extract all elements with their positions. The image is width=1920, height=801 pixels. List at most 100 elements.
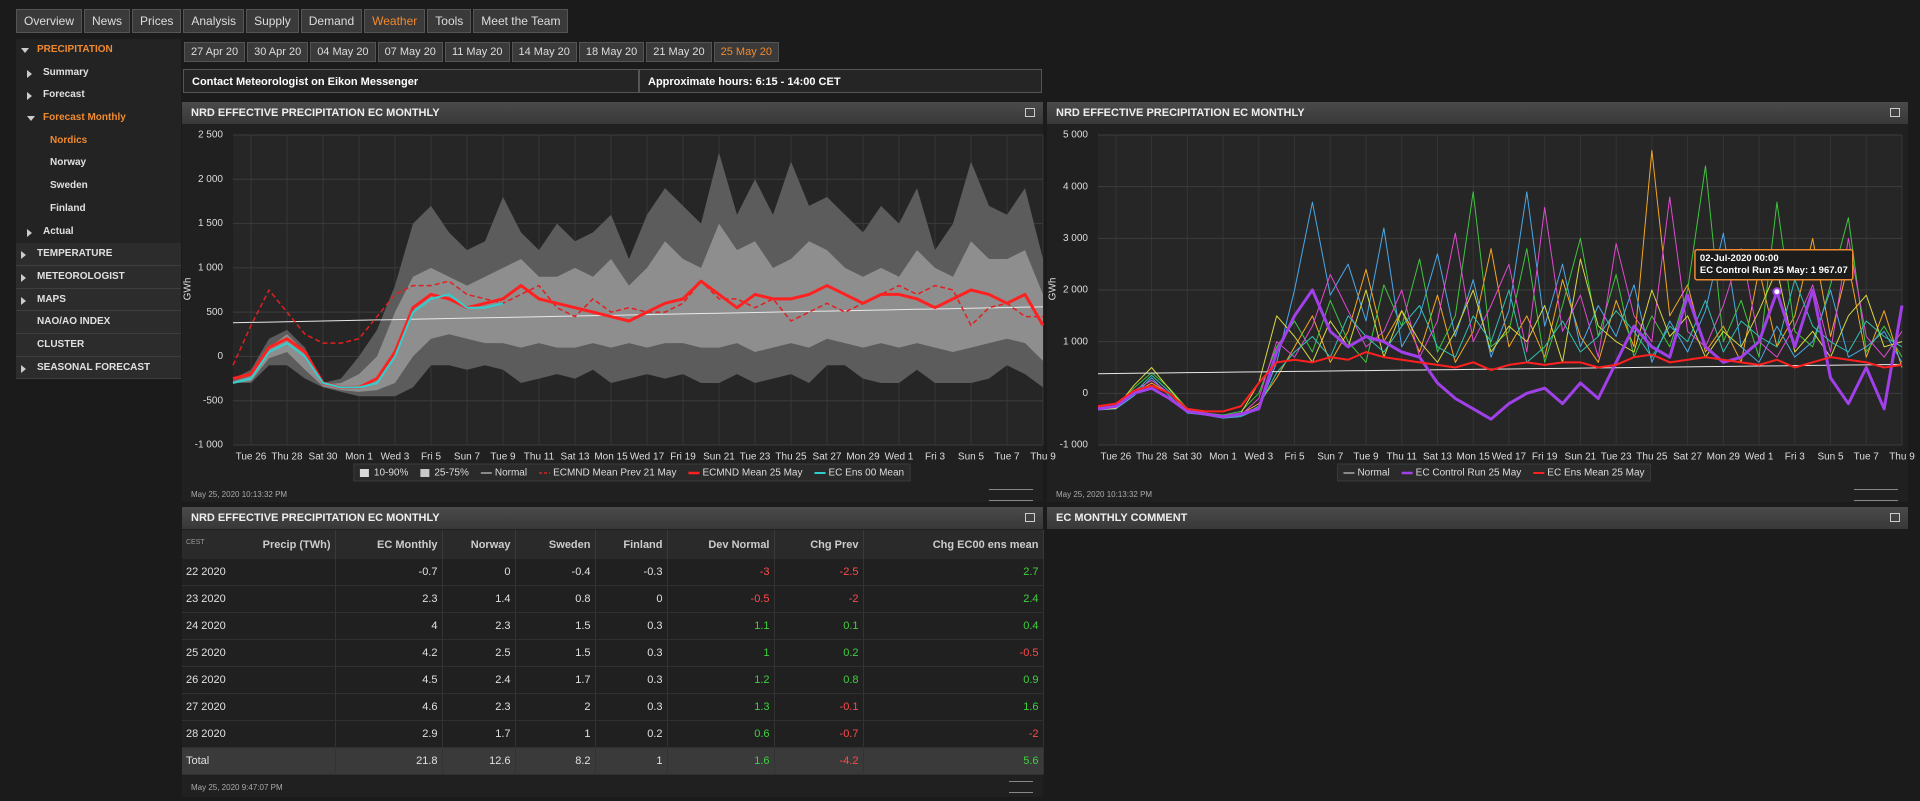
sidebar-block: CLUSTER	[16, 334, 181, 357]
column-title: Chg Prev	[810, 539, 858, 551]
precip-table: CESTPrecip (TWh)EC MonthlyNorwaySwedenFi…	[182, 530, 1044, 775]
table-cell: 1.1	[667, 613, 774, 640]
sidebar-label: TEMPERATURE	[37, 248, 112, 259]
column-header: Dev Normal	[667, 530, 774, 559]
date-tab[interactable]: 27 Apr 20	[184, 42, 245, 62]
column-header: Chg EC00 ens mean	[863, 530, 1043, 559]
sidebar-item[interactable]: MAPS	[16, 289, 181, 312]
sidebar-item[interactable]: CLUSTER	[16, 334, 181, 357]
sidebar-item[interactable]: SEASONAL FORECAST	[16, 357, 181, 380]
nav-tab[interactable]: Supply	[246, 9, 299, 33]
column-header: Sweden	[515, 530, 595, 559]
nav-tab[interactable]: Prices	[132, 9, 181, 33]
table-cell: 2.4	[863, 586, 1043, 613]
date-tab[interactable]: 25 May 20	[714, 42, 779, 62]
table-cell: 0.2	[595, 721, 667, 748]
maximize-icon[interactable]	[1890, 108, 1900, 117]
panel-title: EC MONTHLY COMMENT	[1047, 507, 1908, 529]
sidebar-item[interactable]: PRECIPITATION	[16, 39, 181, 62]
table-cell: 4.5	[335, 667, 442, 694]
date-tab[interactable]: 21 May 20	[646, 42, 711, 62]
nav-tab[interactable]: News	[84, 9, 130, 33]
expand-arrow[interactable]	[21, 274, 26, 282]
date-tab[interactable]: 11 May 20	[445, 42, 510, 62]
expand-arrow[interactable]	[27, 70, 32, 78]
column-title: Dev Normal	[708, 539, 769, 551]
sidebar-item[interactable]: Summary	[16, 62, 181, 85]
sidebar-item[interactable]: Forecast	[16, 84, 181, 107]
sidebar-item[interactable]: Sweden	[16, 175, 181, 198]
table-row: 26 20204.52.41.70.31.20.80.9	[182, 667, 1043, 694]
table-cell: Total	[182, 748, 335, 775]
toolbar-icons[interactable]	[1854, 489, 1898, 501]
table-cell: 26 2020	[182, 667, 335, 694]
table-row: 23 20202.31.40.80-0.5-22.4	[182, 586, 1043, 613]
maximize-icon[interactable]	[1025, 513, 1035, 522]
table-cell: 4.2	[335, 640, 442, 667]
table-cell: 4.6	[335, 694, 442, 721]
sidebar-item[interactable]: Finland	[16, 198, 181, 221]
sidebar-block: NAO/AO INDEX	[16, 311, 181, 334]
sidebar-label: SEASONAL FORECAST	[37, 362, 150, 373]
timestamp: May 25, 2020 10:13:32 PM	[1056, 490, 1152, 499]
expand-arrow[interactable]	[27, 92, 32, 100]
table-cell: 8.2	[515, 748, 595, 775]
sidebar-item[interactable]: Norway	[16, 152, 181, 175]
table-cell: 12.6	[442, 748, 515, 775]
table-cell: 2.7	[863, 559, 1043, 586]
expand-arrow[interactable]	[21, 48, 29, 53]
maximize-icon[interactable]	[1025, 108, 1035, 117]
date-tab[interactable]: 18 May 20	[579, 42, 644, 62]
sidebar-block: PRECIPITATIONSummaryForecastForecast Mon…	[16, 39, 181, 243]
table-cell: 21.8	[335, 748, 442, 775]
sidebar-block: TEMPERATURE	[16, 243, 181, 266]
date-tab[interactable]: 04 May 20	[310, 42, 375, 62]
toolbar-icons[interactable]	[1009, 781, 1033, 793]
sidebar-item[interactable]: Nordics	[16, 130, 181, 153]
expand-arrow[interactable]	[21, 297, 26, 305]
expand-arrow[interactable]	[27, 116, 35, 121]
table-cell: -2	[863, 721, 1043, 748]
date-tab[interactable]: 14 May 20	[512, 42, 577, 62]
column-title: EC Monthly	[377, 539, 438, 551]
table-cell: 0.6	[667, 721, 774, 748]
column-title: Norway	[471, 539, 511, 551]
table-cell: 0.8	[774, 667, 863, 694]
total-row: Total21.812.68.211.6-4.25.6	[182, 748, 1043, 775]
column-title: Sweden	[549, 539, 591, 551]
info-bar: Contact Meteorologist on Eikon Messenger…	[183, 69, 1042, 93]
nav-tab[interactable]: Analysis	[183, 9, 244, 33]
table-cell: 2.4	[442, 667, 515, 694]
expand-arrow[interactable]	[21, 365, 26, 373]
sidebar: PRECIPITATIONSummaryForecastForecast Mon…	[16, 39, 181, 379]
sidebar-item[interactable]: METEOROLOGIST	[16, 266, 181, 289]
table-cell: -0.1	[774, 694, 863, 721]
sidebar-label: Nordics	[50, 135, 87, 146]
info-cell: Approximate hours: 6:15 - 14:00 CET	[639, 69, 1042, 93]
maximize-icon[interactable]	[1890, 513, 1900, 522]
table-cell: 1.4	[442, 586, 515, 613]
expand-arrow[interactable]	[21, 251, 26, 259]
sidebar-item[interactable]: Forecast Monthly	[16, 107, 181, 130]
table-cell: 1.6	[667, 748, 774, 775]
sidebar-item[interactable]: Actual	[16, 221, 181, 244]
nav-tab[interactable]: Tools	[427, 9, 471, 33]
expand-arrow[interactable]	[27, 229, 32, 237]
comment-panel: EC MONTHLY COMMENT	[1047, 507, 1908, 529]
table-cell: 1.7	[515, 667, 595, 694]
table-cell: 0.2	[774, 640, 863, 667]
table-cell: 1.3	[667, 694, 774, 721]
date-tab[interactable]: 30 Apr 20	[247, 42, 308, 62]
sidebar-item[interactable]: NAO/AO INDEX	[16, 311, 181, 334]
nav-tab[interactable]: Weather	[364, 9, 425, 33]
date-tab[interactable]: 07 May 20	[378, 42, 443, 62]
nav-tab[interactable]: Demand	[301, 9, 362, 33]
toolbar-icons[interactable]	[989, 489, 1033, 501]
table-cell: -2.5	[774, 559, 863, 586]
sidebar-block: SEASONAL FORECAST	[16, 357, 181, 380]
table-cell: 0.9	[863, 667, 1043, 694]
column-title: Finland	[623, 539, 662, 551]
nav-tab[interactable]: Meet the Team	[473, 9, 568, 33]
nav-tab[interactable]: Overview	[16, 9, 82, 33]
sidebar-item[interactable]: TEMPERATURE	[16, 243, 181, 266]
